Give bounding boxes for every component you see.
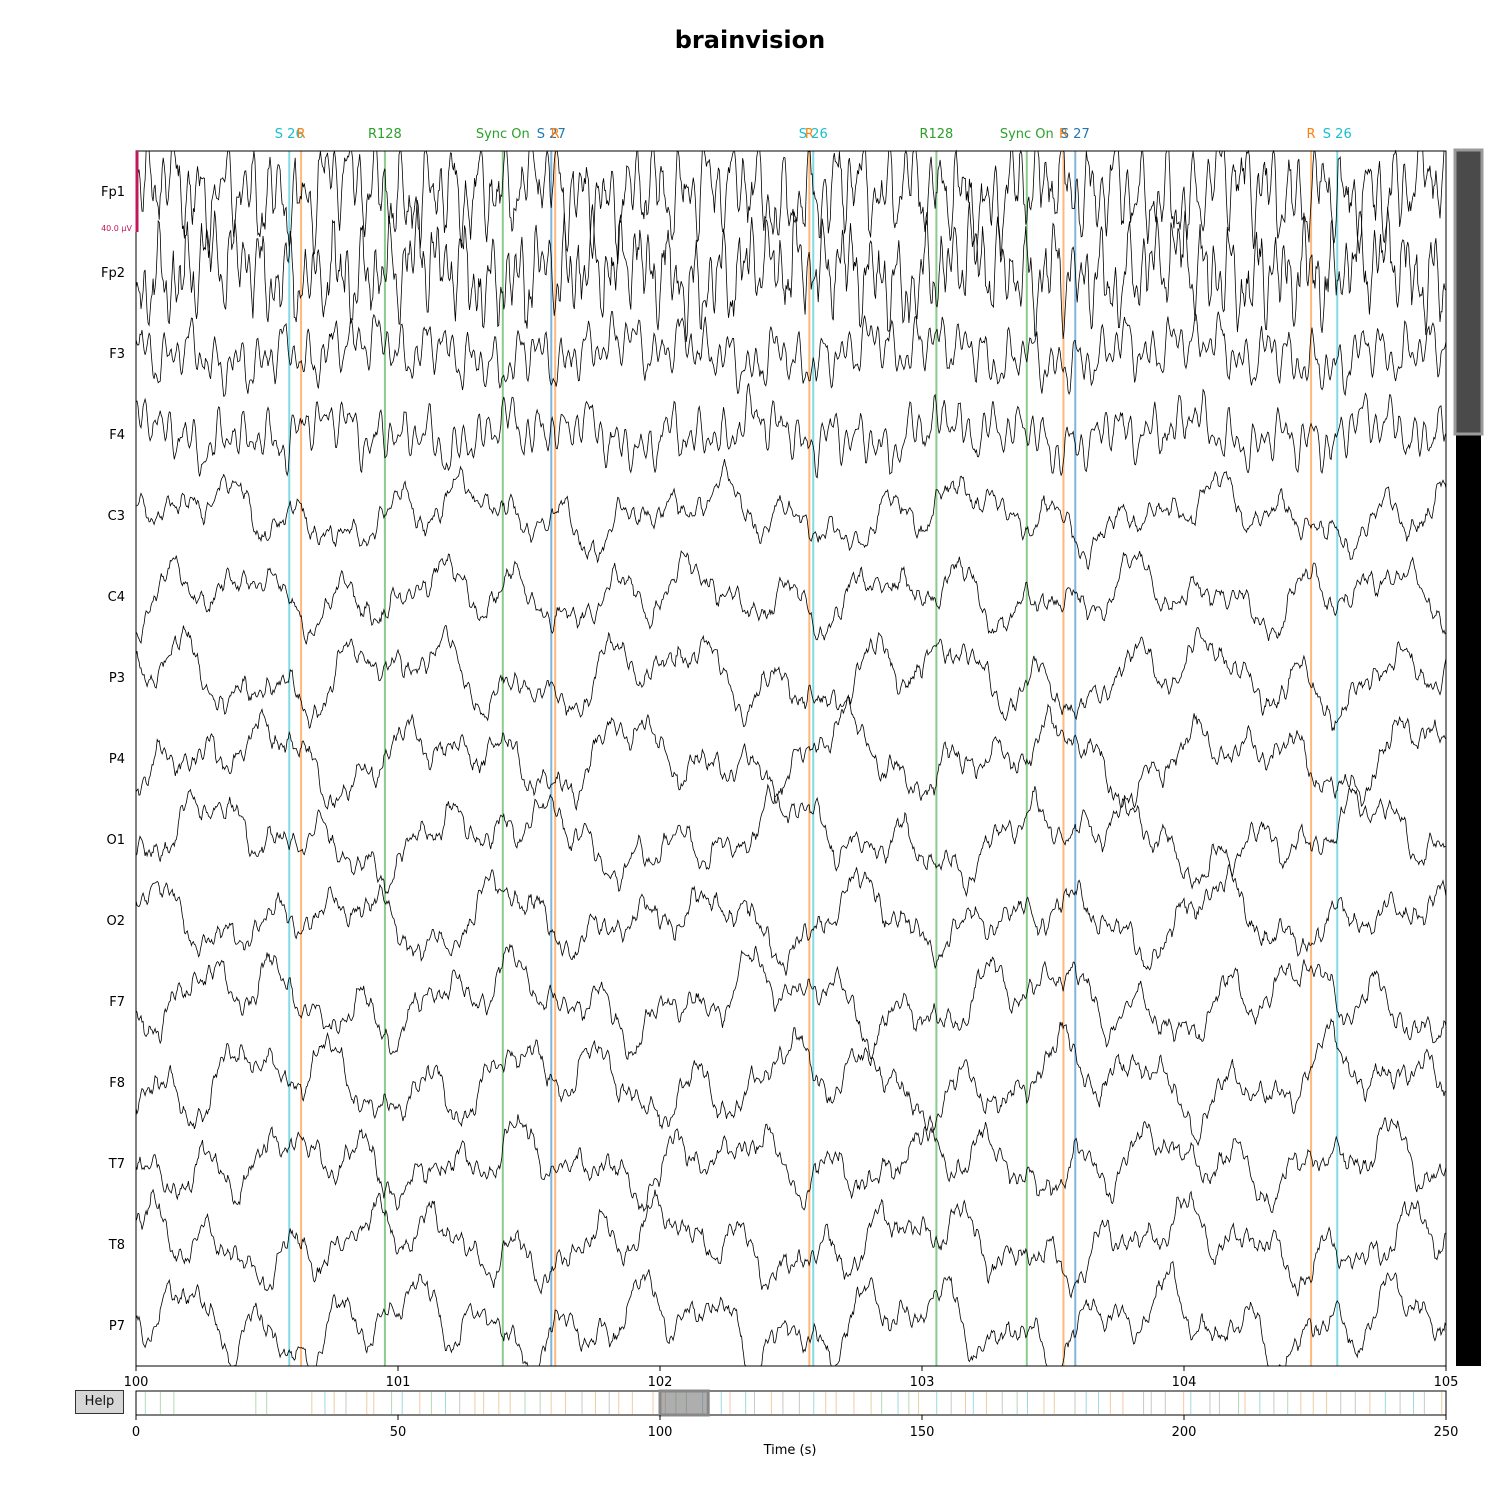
trace-c4[interactable] (135, 550, 1447, 645)
plot-title: brainvision (674, 26, 826, 54)
annotation-label-s-27: S 27 (537, 127, 566, 142)
trace-p4[interactable] (135, 694, 1447, 811)
trace-f8[interactable] (135, 1018, 1447, 1147)
trace-f7[interactable] (135, 943, 1447, 1061)
annotation-label-r: R (805, 127, 814, 142)
x-tick-label: 102 (648, 1375, 673, 1390)
overview-x-tick-label: 150 (910, 1425, 935, 1440)
trace-o2[interactable] (135, 863, 1447, 976)
channel-label-c3[interactable]: C3 (108, 509, 125, 524)
x-tick-label: 104 (1172, 1375, 1197, 1390)
annotation-label-r128: R128 (368, 127, 402, 142)
trace-t8[interactable] (135, 1188, 1447, 1299)
overview-x-tick-label: 200 (1172, 1425, 1197, 1440)
x-tick-label: 105 (1434, 1375, 1459, 1390)
annotation-label-s-26: S 26 (799, 127, 828, 142)
overview-x-tick-label: 50 (390, 1425, 407, 1440)
channel-label-fp1[interactable]: Fp1 (101, 185, 125, 200)
annotation-label-s-26: S 26 (275, 127, 304, 142)
channel-label-t8[interactable]: T8 (108, 1238, 125, 1253)
channel-label-p7[interactable]: P7 (109, 1319, 125, 1334)
scale-bar-label: 40.0 µV (101, 224, 132, 233)
overview-x-tick-label: 0 (132, 1425, 140, 1440)
overview-x-tick-label: 100 (648, 1425, 673, 1440)
annotation-label-r: R (297, 127, 306, 142)
annotation-label-r: R (551, 127, 560, 142)
trace-fp1[interactable] (135, 149, 1446, 265)
help-button[interactable]: Help (75, 1390, 124, 1414)
annotation-label-sync-on: Sync On (1000, 127, 1054, 142)
overview-x-axis-label: Time (s) (763, 1443, 817, 1458)
overview-bar[interactable] (135, 1389, 1447, 1417)
x-tick-label: 100 (124, 1375, 149, 1390)
channel-label-f3[interactable]: F3 (109, 347, 125, 362)
channel-label-p4[interactable]: P4 (109, 752, 125, 767)
annotation-label-s-27: S 27 (1061, 127, 1090, 142)
channel-label-f8[interactable]: F8 (109, 1076, 125, 1091)
channel-label-f4[interactable]: F4 (109, 428, 125, 443)
overview-view-window[interactable] (658, 1389, 710, 1417)
trace-c3[interactable] (135, 459, 1447, 571)
channel-label-o2[interactable]: O2 (106, 914, 125, 929)
channel-label-t7[interactable]: T7 (108, 1157, 125, 1172)
trace-o1[interactable] (135, 783, 1447, 898)
channel-label-f7[interactable]: F7 (109, 995, 125, 1010)
trace-f3[interactable] (135, 310, 1447, 397)
overview-x-tick-label: 250 (1434, 1425, 1459, 1440)
trace-t7[interactable] (135, 1114, 1447, 1213)
annotation-label-sync-on: Sync On (476, 127, 530, 142)
annotation-label-r128: R128 (919, 127, 953, 142)
annotation-label-s-26: S 26 (1323, 127, 1352, 142)
trace-p7[interactable] (135, 1260, 1447, 1367)
x-tick-label: 103 (910, 1375, 935, 1390)
annotation-label-r: R (1307, 127, 1316, 142)
x-tick-label: 101 (386, 1375, 411, 1390)
channel-label-fp2[interactable]: Fp2 (101, 266, 125, 281)
channel-label-o1[interactable]: O1 (106, 833, 125, 848)
plot-frame (135, 150, 1447, 1367)
trace-f4[interactable] (135, 383, 1447, 479)
vertical-scrollbar-thumb[interactable] (1453, 148, 1484, 436)
trace-fp2[interactable] (135, 199, 1447, 343)
channel-label-p3[interactable]: P3 (109, 671, 125, 686)
trace-p3[interactable] (135, 624, 1447, 731)
channel-label-c4[interactable]: C4 (108, 590, 125, 605)
vertical-scrollbar[interactable] (1453, 148, 1484, 1366)
annotation-label-r: R (1059, 127, 1068, 142)
